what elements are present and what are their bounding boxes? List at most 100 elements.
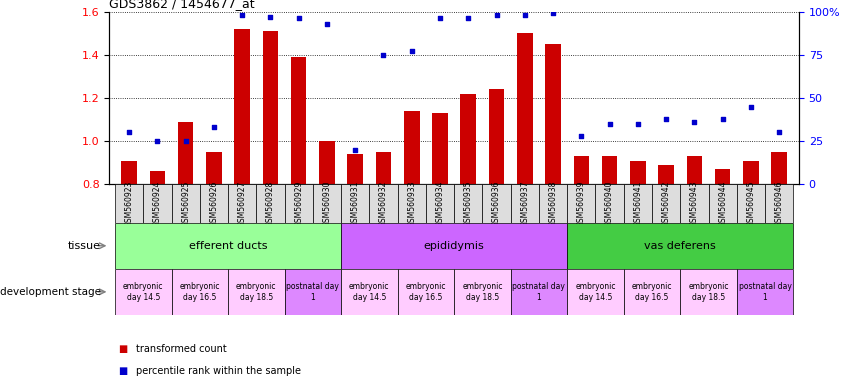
Bar [771, 152, 787, 184]
Text: GSM560946: GSM560946 [775, 180, 784, 227]
Point [433, 15, 447, 22]
Text: epididymis: epididymis [424, 241, 484, 251]
Bar [602, 156, 617, 184]
Point [377, 51, 390, 58]
Point [659, 116, 673, 122]
Text: efferent ducts: efferent ducts [188, 241, 267, 251]
Bar [489, 89, 505, 184]
Point [772, 129, 785, 136]
Point [547, 10, 560, 16]
Bar [341, 184, 369, 223]
Bar [624, 269, 680, 315]
Bar [510, 184, 539, 223]
Bar [630, 161, 646, 184]
Point [518, 12, 532, 18]
Bar [313, 184, 341, 223]
Bar [284, 269, 341, 315]
Text: embryonic
day 18.5: embryonic day 18.5 [463, 282, 503, 301]
Bar [715, 169, 731, 184]
Text: GSM560928: GSM560928 [266, 180, 275, 227]
Point [574, 133, 588, 139]
Text: GSM560944: GSM560944 [718, 180, 727, 227]
Bar [398, 269, 454, 315]
Bar [404, 111, 420, 184]
Bar [206, 152, 222, 184]
Bar [200, 184, 228, 223]
Text: percentile rank within the sample: percentile rank within the sample [136, 366, 301, 376]
Text: GSM560940: GSM560940 [605, 180, 614, 227]
Bar [172, 184, 200, 223]
Bar [680, 269, 737, 315]
Text: postnatal day
1: postnatal day 1 [512, 282, 565, 301]
Text: vas deferens: vas deferens [644, 241, 717, 251]
Text: transformed count: transformed count [136, 344, 227, 354]
Text: GSM560932: GSM560932 [379, 180, 388, 227]
Text: postnatal day
1: postnatal day 1 [738, 282, 791, 301]
Text: embryonic
day 16.5: embryonic day 16.5 [632, 282, 672, 301]
Bar [291, 57, 306, 184]
Point [462, 15, 475, 22]
Text: GSM560933: GSM560933 [407, 180, 416, 227]
Point [320, 20, 334, 27]
Point [744, 103, 758, 109]
Text: GSM560924: GSM560924 [153, 180, 161, 227]
Bar [624, 184, 652, 223]
Bar [454, 269, 510, 315]
Bar [150, 171, 165, 184]
Bar [172, 269, 228, 315]
Bar [228, 269, 284, 315]
Bar [320, 141, 335, 184]
Text: GSM560937: GSM560937 [521, 180, 529, 227]
Bar [262, 31, 278, 184]
Point [631, 121, 644, 127]
Bar [376, 152, 391, 184]
Text: embryonic
day 14.5: embryonic day 14.5 [575, 282, 616, 301]
Text: GSM560943: GSM560943 [690, 180, 699, 227]
Point [688, 119, 701, 125]
Bar [115, 223, 341, 269]
Text: tissue: tissue [68, 241, 101, 251]
Text: GSM560941: GSM560941 [633, 180, 643, 227]
Bar [432, 113, 447, 184]
Bar [483, 184, 510, 223]
Bar [686, 156, 702, 184]
Bar [545, 44, 561, 184]
Text: postnatal day
1: postnatal day 1 [287, 282, 339, 301]
Text: embryonic
day 18.5: embryonic day 18.5 [688, 282, 729, 301]
Bar [461, 94, 476, 184]
Point [151, 138, 164, 144]
Bar [567, 223, 793, 269]
Point [489, 12, 503, 18]
Text: GSM560923: GSM560923 [124, 180, 134, 227]
Point [603, 121, 616, 127]
Bar [539, 184, 567, 223]
Text: GSM560930: GSM560930 [322, 180, 331, 227]
Text: GSM560926: GSM560926 [209, 180, 219, 227]
Bar [737, 184, 765, 223]
Bar [115, 184, 143, 223]
Point [716, 116, 729, 122]
Bar [341, 269, 398, 315]
Bar [284, 184, 313, 223]
Text: development stage: development stage [0, 287, 101, 297]
Bar [743, 161, 759, 184]
Bar [510, 269, 567, 315]
Text: GSM560927: GSM560927 [238, 180, 246, 227]
Bar [115, 269, 172, 315]
Bar [765, 184, 793, 223]
Text: GSM560936: GSM560936 [492, 180, 501, 227]
Bar [121, 161, 137, 184]
Bar [659, 165, 674, 184]
Text: embryonic
day 16.5: embryonic day 16.5 [179, 282, 220, 301]
Bar [369, 184, 398, 223]
Text: GSM560945: GSM560945 [747, 180, 755, 227]
Point [235, 12, 249, 18]
Point [179, 138, 193, 144]
Text: ■: ■ [118, 344, 127, 354]
Text: embryonic
day 14.5: embryonic day 14.5 [349, 282, 389, 301]
Text: embryonic
day 18.5: embryonic day 18.5 [236, 282, 277, 301]
Text: GSM560934: GSM560934 [436, 180, 445, 227]
Bar [347, 154, 363, 184]
Bar [652, 184, 680, 223]
Point [405, 48, 419, 54]
